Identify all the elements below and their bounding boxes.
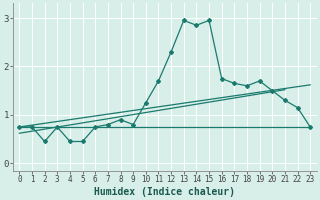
X-axis label: Humidex (Indice chaleur): Humidex (Indice chaleur) (94, 186, 235, 197)
